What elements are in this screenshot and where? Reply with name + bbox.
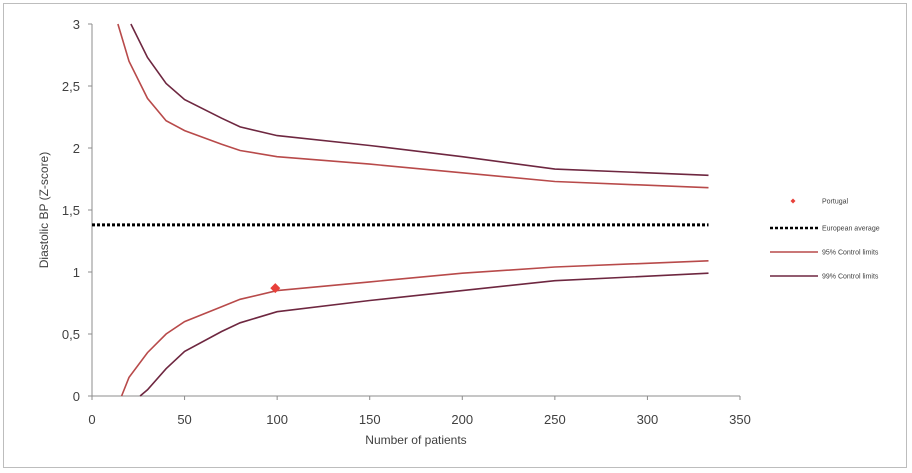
y-tick-label: 2,5 <box>62 79 80 94</box>
x-tick-label: 300 <box>637 412 659 427</box>
legend-item: Portugal <box>790 198 849 206</box>
y-axis-title: Diastolic BP (Z-score) <box>37 152 51 268</box>
control-limit-99-lower-line <box>139 272 709 397</box>
tick-labels: 0 50 100 150 200 250 300 350 0 0,5 1 1,5 2 2,5 3 <box>62 17 751 427</box>
legend-label: Portugal <box>822 199 849 206</box>
x-tick-label: 200 <box>451 412 473 427</box>
control-limit-95-upper-line <box>117 23 709 189</box>
y-tick-label: 1 <box>73 265 80 280</box>
legend-label: 95% Control limits <box>822 250 879 257</box>
legend-item: 95% Control limits <box>770 250 879 257</box>
legend-item: 99% Control limits <box>770 274 879 281</box>
control-limit-95-lower-line <box>120 260 709 397</box>
legend-marker <box>790 198 796 204</box>
x-tick-label: 350 <box>729 412 751 427</box>
legend: Portugal European average 95% Control limi… <box>770 198 880 281</box>
series <box>92 23 709 397</box>
x-tick-label: 250 <box>544 412 566 427</box>
y-tick-label: 0 <box>73 389 80 404</box>
control-limit-99-upper-line <box>130 23 709 177</box>
x-tick-label: 0 <box>88 412 95 427</box>
legend-label: European average <box>822 226 880 233</box>
x-tick-label: 50 <box>177 412 191 427</box>
axes <box>91 24 740 397</box>
y-tick-label: 1,5 <box>62 203 80 218</box>
portugal-point <box>270 283 281 294</box>
y-tick-label: 3 <box>73 17 80 32</box>
x-tick-label: 100 <box>266 412 288 427</box>
y-tick-label: 2 <box>73 141 80 156</box>
x-axis-title: Number of patients <box>365 433 466 447</box>
chart-frame <box>3 3 907 468</box>
y-tick-label: 0,5 <box>62 327 80 342</box>
legend-label: 99% Control limits <box>822 274 879 281</box>
x-tick-label: 150 <box>359 412 381 427</box>
legend-item: European average <box>770 226 880 233</box>
